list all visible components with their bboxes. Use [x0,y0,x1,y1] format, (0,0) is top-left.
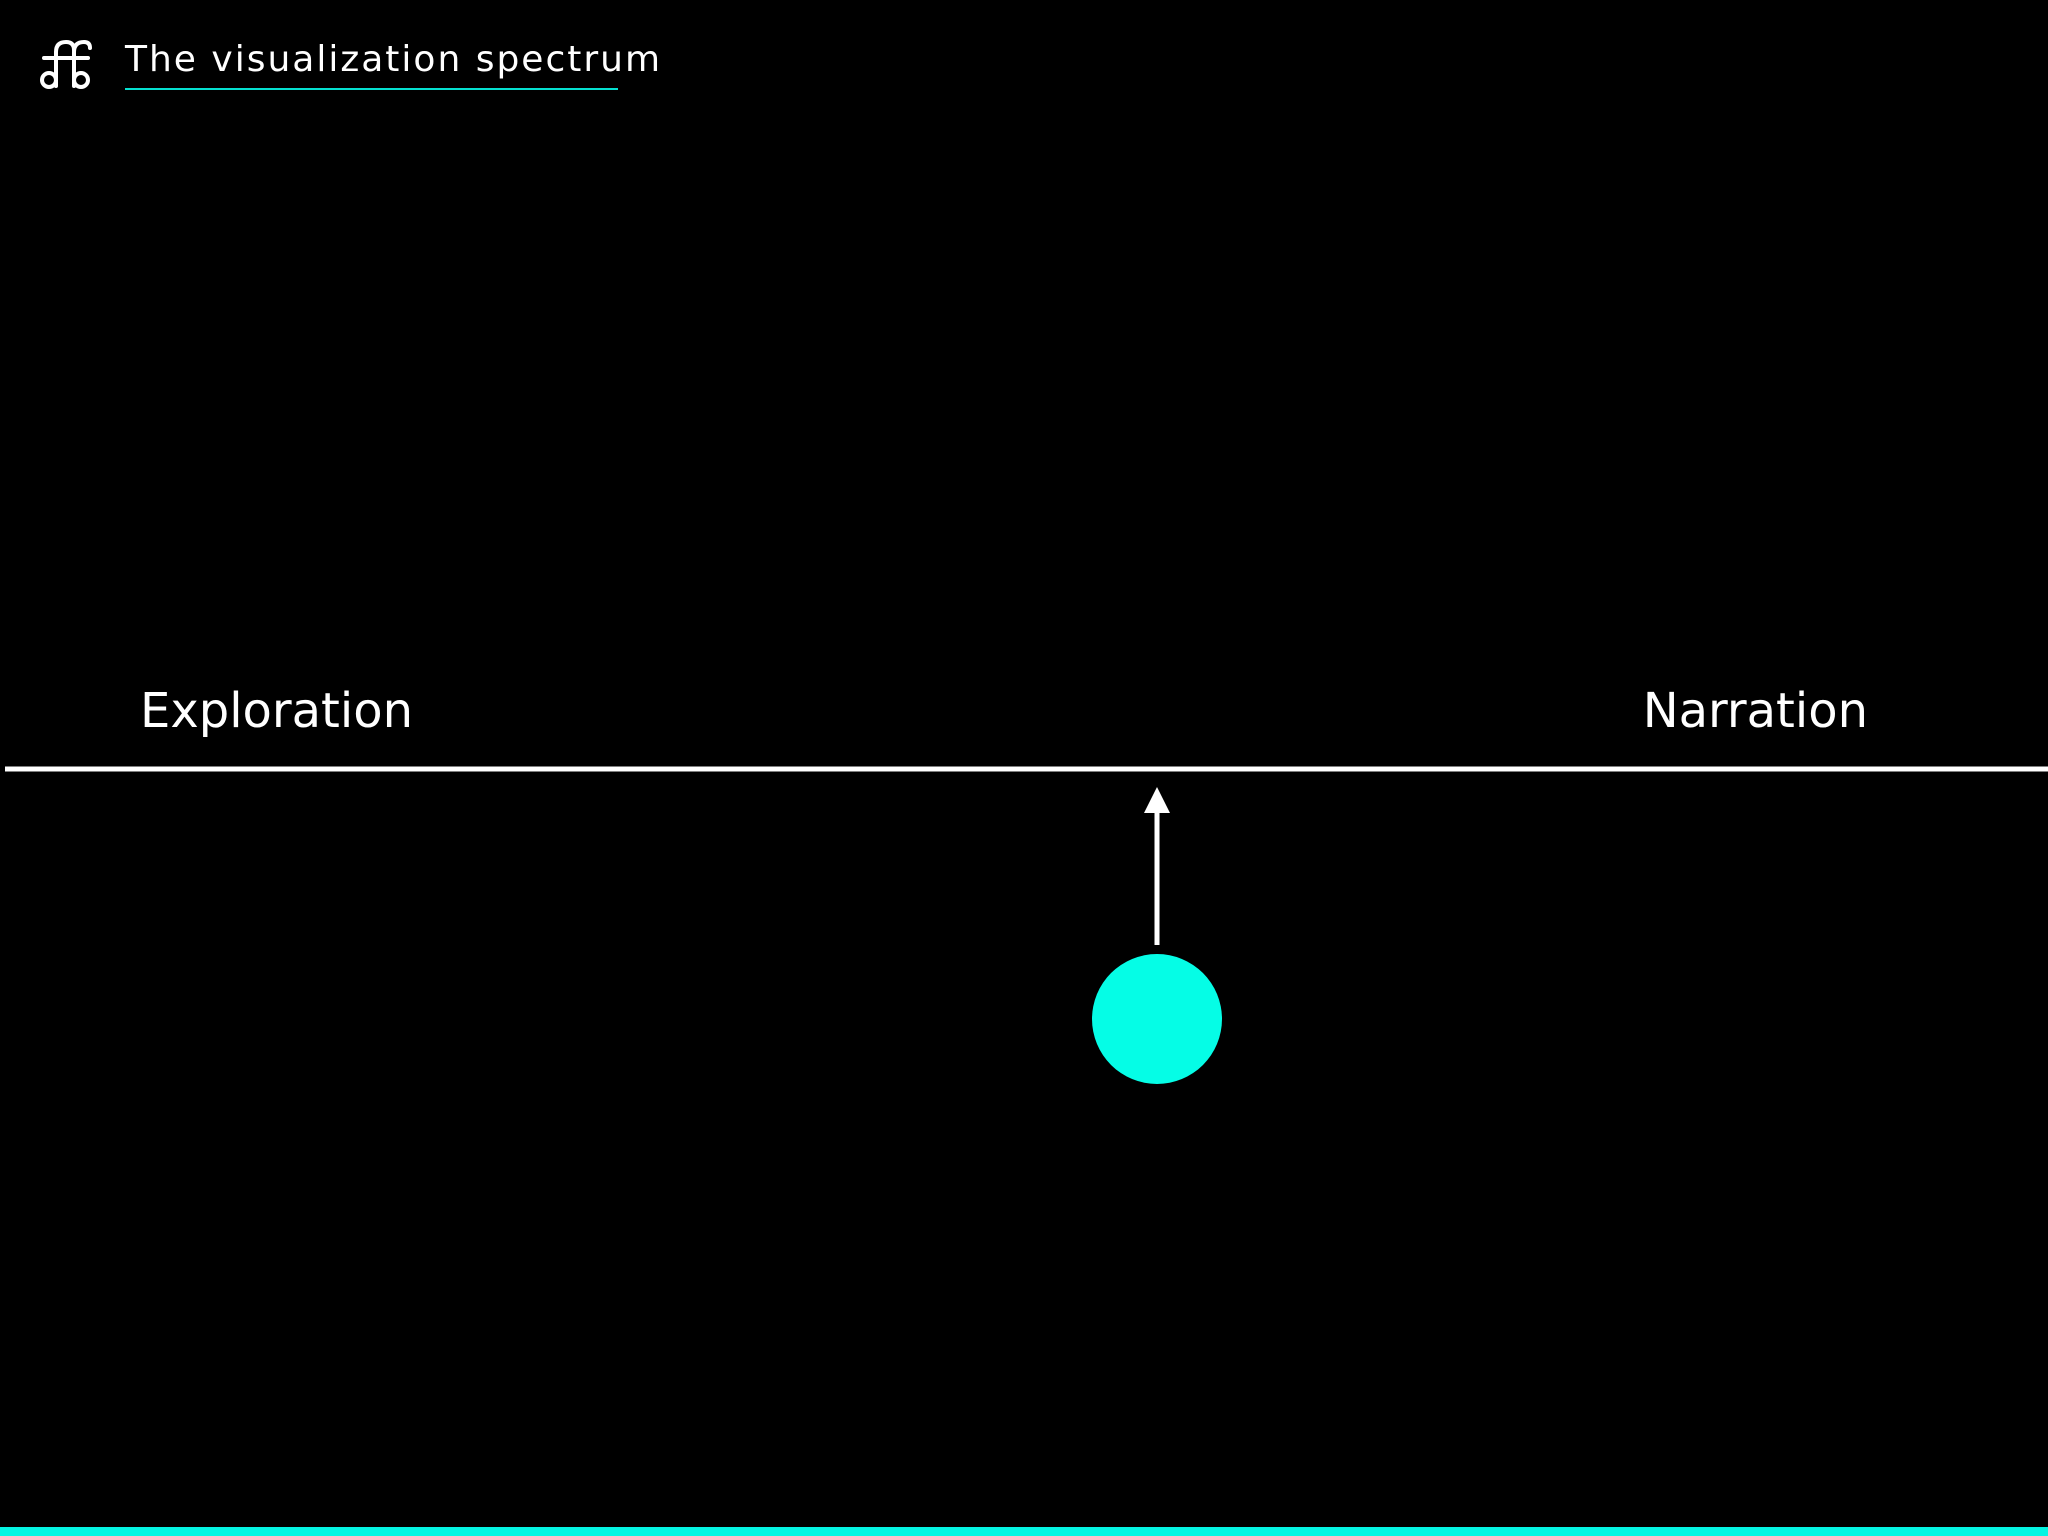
right-label: Narration [1643,683,1868,739]
logo-stroke [72,71,90,89]
logo-stroke [72,39,92,88]
bottom-bar [0,1527,2048,1536]
logo-stroke [40,71,58,89]
left-label: Exploration [140,683,413,739]
header-title[interactable]: The visualization spectrum [124,39,662,80]
arrow-head [1144,787,1170,813]
position-marker[interactable] [1092,954,1222,1084]
logo[interactable] [40,39,92,89]
